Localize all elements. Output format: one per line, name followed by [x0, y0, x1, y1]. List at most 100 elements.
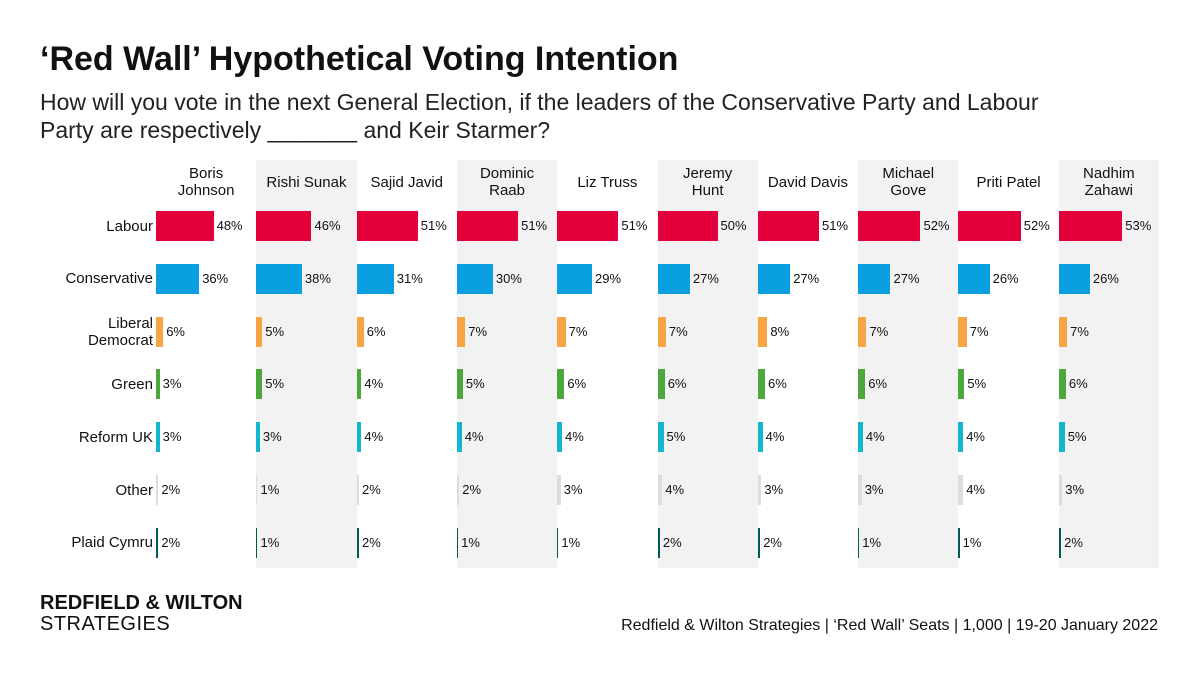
bar: [557, 422, 562, 453]
category-label: Other: [115, 481, 153, 499]
value-label: 4%: [865, 429, 885, 445]
bar: [557, 527, 559, 558]
value-label: 4%: [364, 376, 384, 392]
value-label: 5%: [265, 323, 285, 339]
bar: [456, 211, 519, 241]
value-label: 7%: [668, 323, 688, 339]
bar: [356, 527, 359, 558]
panel-header: Sajid Javid: [370, 173, 444, 191]
value-label: 5%: [666, 429, 686, 445]
panel-header: Michael Gove: [882, 165, 935, 199]
bar: [858, 369, 866, 400]
panel-header: Rishi Sunak: [266, 173, 347, 191]
bar: [757, 475, 762, 505]
bar: [256, 422, 260, 453]
bar: [657, 369, 665, 400]
value-label: 4%: [966, 429, 985, 445]
bar: [356, 475, 359, 505]
value-label: 6%: [1068, 376, 1088, 392]
panel-header: Dominic Raab: [479, 165, 535, 199]
bar: [557, 369, 565, 400]
category-label: Conservative: [65, 270, 153, 288]
panel-header: Nadhim Zahawi: [1082, 165, 1135, 199]
bar: [156, 316, 164, 347]
value-label: 7%: [568, 323, 588, 339]
bar: [1058, 369, 1066, 400]
panel-header: David Davis: [767, 173, 848, 191]
category-label: Green: [111, 375, 153, 393]
bar: [958, 263, 990, 294]
value-label: 3%: [162, 429, 182, 445]
bar: [557, 475, 561, 505]
bar: [958, 527, 960, 558]
bar: [958, 369, 965, 400]
bar: [156, 211, 214, 241]
bar: [858, 527, 860, 558]
bar: [1058, 263, 1090, 294]
value-label: 7%: [1070, 323, 1089, 339]
value-label: 7%: [969, 323, 989, 339]
value-label: 4%: [364, 429, 384, 445]
bar: [858, 422, 863, 453]
value-label: 1%: [260, 534, 280, 550]
panel-header: Jeremy Hunt: [683, 165, 733, 199]
value-label: 4%: [565, 429, 584, 445]
value-label: 6%: [366, 323, 386, 339]
value-label: 3%: [864, 482, 884, 497]
panel-header: Liz Truss: [577, 173, 638, 191]
value-label: 26%: [992, 270, 1019, 286]
brand-name: REDFIELD & WILTON: [40, 592, 243, 614]
value-label: 1%: [962, 534, 982, 550]
value-label: 5%: [265, 376, 285, 392]
bar: [356, 211, 418, 241]
bar: [456, 475, 460, 505]
value-label: 27%: [793, 270, 820, 286]
value-label: 2%: [1064, 534, 1083, 550]
value-label: 7%: [869, 323, 889, 339]
value-label: 5%: [967, 376, 987, 392]
value-label: 6%: [567, 376, 587, 392]
value-label: 6%: [667, 376, 687, 392]
bar: [657, 527, 660, 558]
bar: [156, 527, 159, 558]
value-label: 1%: [260, 482, 280, 497]
value-label: 2%: [362, 534, 381, 550]
bar: [858, 475, 862, 505]
bar: [757, 211, 819, 241]
category-label: Plaid Cymru: [71, 534, 153, 552]
value-label: 30%: [495, 270, 522, 286]
category-label: Labour: [106, 217, 153, 235]
bar: [858, 211, 921, 241]
value-label: 3%: [162, 376, 182, 392]
bar: [256, 369, 263, 400]
bar: [156, 422, 160, 453]
bar: [256, 211, 312, 241]
value-label: 3%: [1065, 482, 1085, 497]
value-label: 8%: [770, 323, 790, 339]
bar: [356, 422, 362, 453]
bar: [156, 263, 200, 294]
bar: [958, 475, 964, 505]
value-label: 46%: [314, 218, 341, 233]
category-label: Reform UK: [78, 428, 153, 446]
bar: [1058, 211, 1123, 241]
panel-header: Priti Patel: [976, 173, 1041, 191]
bar: [657, 422, 664, 453]
chart-subtitle: How will you vote in the next General El…: [40, 89, 1039, 143]
chart-title: ‘Red Wall’ Hypothetical Voting Intention: [40, 40, 679, 78]
bar: [456, 316, 466, 347]
value-label: 1%: [461, 534, 480, 550]
bar: [1058, 316, 1068, 347]
value-label: 52%: [1023, 218, 1050, 233]
bar: [456, 527, 459, 558]
bar: [356, 369, 362, 400]
bar: [757, 316, 768, 347]
value-label: 27%: [692, 270, 719, 286]
bar: [757, 369, 765, 400]
bar: [456, 263, 493, 294]
bar: [757, 527, 761, 558]
value-label: 36%: [202, 270, 229, 286]
bar: [256, 475, 258, 505]
bar: [256, 527, 258, 558]
value-label: 53%: [1125, 218, 1152, 233]
